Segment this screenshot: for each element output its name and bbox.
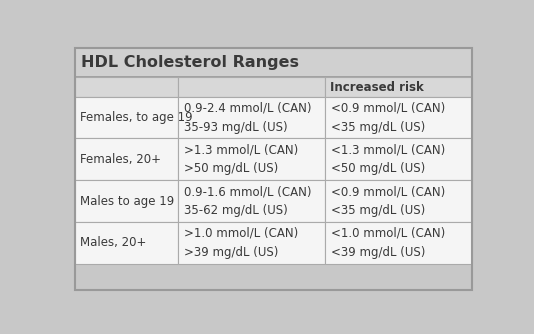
Bar bbox=[325, 180, 472, 222]
Text: Increased risk: Increased risk bbox=[331, 80, 424, 94]
Bar bbox=[75, 222, 178, 264]
Bar bbox=[75, 97, 178, 139]
Text: >1.0 mmol/L (CAN)
>39 mg/dL (US): >1.0 mmol/L (CAN) >39 mg/dL (US) bbox=[184, 227, 298, 259]
Bar bbox=[178, 222, 325, 264]
Bar bbox=[75, 77, 178, 97]
Text: <1.0 mmol/L (CAN)
<39 mg/dL (US): <1.0 mmol/L (CAN) <39 mg/dL (US) bbox=[331, 227, 445, 259]
Text: Males, 20+: Males, 20+ bbox=[81, 236, 147, 249]
Text: Males to age 19: Males to age 19 bbox=[81, 195, 175, 208]
Bar bbox=[325, 139, 472, 180]
Bar bbox=[325, 97, 472, 139]
Text: <0.9 mmol/L (CAN)
<35 mg/dL (US): <0.9 mmol/L (CAN) <35 mg/dL (US) bbox=[331, 102, 445, 134]
Text: 0.9-2.4 mmol/L (CAN)
35-93 mg/dL (US): 0.9-2.4 mmol/L (CAN) 35-93 mg/dL (US) bbox=[184, 102, 311, 134]
Text: <1.3 mmol/L (CAN)
<50 mg/dL (US): <1.3 mmol/L (CAN) <50 mg/dL (US) bbox=[331, 143, 445, 175]
Text: >1.3 mmol/L (CAN)
>50 mg/dL (US): >1.3 mmol/L (CAN) >50 mg/dL (US) bbox=[184, 143, 298, 175]
Text: 0.9-1.6 mmol/L (CAN)
35-62 mg/dL (US): 0.9-1.6 mmol/L (CAN) 35-62 mg/dL (US) bbox=[184, 185, 311, 217]
Text: Females, 20+: Females, 20+ bbox=[81, 153, 161, 166]
Bar bbox=[178, 139, 325, 180]
Bar bbox=[178, 180, 325, 222]
Bar bbox=[75, 48, 472, 77]
Bar bbox=[178, 77, 325, 97]
Text: Females, to age 19: Females, to age 19 bbox=[81, 111, 193, 124]
Text: <0.9 mmol/L (CAN)
<35 mg/dL (US): <0.9 mmol/L (CAN) <35 mg/dL (US) bbox=[331, 185, 445, 217]
Text: HDL Cholesterol Ranges: HDL Cholesterol Ranges bbox=[81, 55, 299, 70]
Bar bbox=[325, 222, 472, 264]
Bar bbox=[178, 97, 325, 139]
Bar bbox=[75, 180, 178, 222]
Bar bbox=[75, 139, 178, 180]
Bar bbox=[325, 77, 472, 97]
